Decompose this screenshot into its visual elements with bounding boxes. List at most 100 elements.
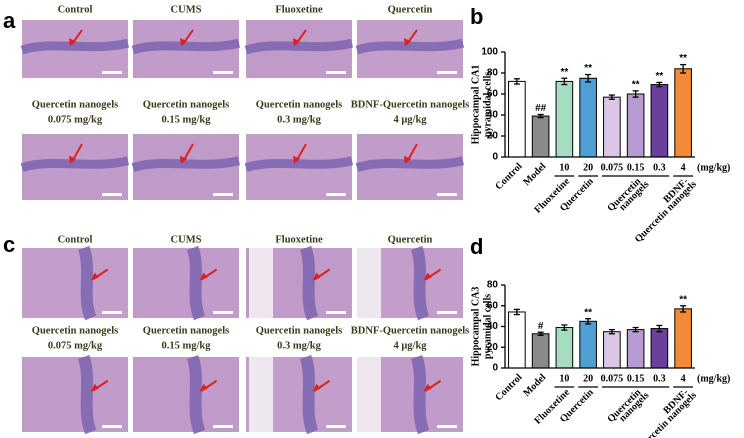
bar — [579, 320, 597, 369]
arrow-head — [404, 38, 411, 47]
scale-bar — [102, 311, 122, 314]
arrow-head — [180, 38, 187, 47]
image-label: Quercetin nanogels — [256, 99, 342, 110]
arrow-head — [180, 155, 187, 164]
significance: ** — [560, 67, 568, 78]
cell-layer — [77, 354, 97, 435]
micrograph — [246, 354, 352, 435]
scale-bar — [213, 193, 233, 196]
cell-layer — [355, 156, 465, 173]
blank-region — [249, 357, 273, 432]
unit-label: (mg/kg) — [697, 162, 730, 173]
cell-layer — [186, 354, 206, 435]
scale-bar — [102, 425, 122, 428]
bar — [674, 68, 692, 158]
micrograph — [20, 134, 130, 200]
cell-layer — [131, 38, 241, 55]
micrograph — [22, 245, 128, 321]
tissue — [133, 248, 239, 318]
scale-bar — [437, 193, 457, 196]
image-label: BDNF-Quercetin nanogels — [351, 325, 470, 336]
arrow-head — [423, 272, 432, 281]
error-bar — [656, 324, 663, 333]
error-bar — [680, 305, 687, 313]
x-tick-label: 20 — [583, 162, 593, 173]
y-axis-label: Hippocampal CA3 — [470, 287, 481, 367]
x-tick-label: Model — [521, 372, 548, 399]
micrograph — [20, 20, 130, 78]
scale-bar — [437, 71, 457, 74]
tissue — [22, 248, 128, 318]
bar — [603, 331, 621, 369]
micrograph — [244, 20, 354, 78]
scale-bar — [437, 311, 457, 314]
arrow-head — [293, 155, 300, 164]
error-bar — [585, 73, 592, 83]
significance: ** — [679, 53, 687, 64]
image-label: 4 μg/kg — [393, 340, 427, 351]
significance: ** — [679, 294, 687, 305]
arrow-head — [199, 383, 208, 392]
y-tick-label: 80 — [487, 68, 499, 79]
cell-layer — [77, 245, 97, 321]
image-label: 0.15 mg/kg — [161, 340, 211, 351]
image-label: Quercetin nanogels — [32, 99, 118, 110]
significance: ** — [632, 79, 640, 90]
panel-letter: d — [470, 234, 483, 259]
error-bar — [513, 78, 520, 85]
image-label: Fluoxetine — [275, 4, 323, 15]
scale-bar — [213, 425, 233, 428]
bar — [674, 308, 692, 369]
significance: # — [538, 321, 544, 332]
scale-bar — [102, 71, 122, 74]
image-label: CUMS — [171, 234, 202, 245]
error-bar — [680, 63, 687, 74]
arrow-head — [293, 38, 300, 47]
micrograph — [357, 245, 463, 321]
scale-bar — [326, 425, 346, 428]
image-label: Quercetin — [388, 4, 433, 15]
micrograph — [131, 20, 241, 78]
significance: ** — [584, 63, 592, 74]
significance: ** — [655, 71, 663, 82]
bar — [555, 80, 574, 158]
significance: ** — [584, 307, 592, 318]
x-tick-label: Control — [493, 161, 524, 192]
micrograph — [244, 134, 354, 200]
error-bar — [632, 326, 639, 333]
y-axis-label: pyramidal cells — [482, 294, 493, 359]
image-label: 0.075 mg/kg — [48, 114, 103, 125]
scale-bar — [326, 193, 346, 196]
bar — [555, 327, 574, 369]
tissue — [22, 357, 128, 432]
unit-label: (mg/kg) — [697, 373, 730, 384]
y-tick-label: 0 — [492, 152, 498, 163]
x-tick-label: 0.15 — [627, 373, 645, 384]
image-label: Quercetin nanogels — [143, 325, 229, 336]
micrograph — [246, 245, 352, 321]
bar — [650, 84, 669, 158]
bar — [508, 80, 526, 158]
image-label: Quercetin nanogels — [256, 325, 342, 336]
bar — [603, 96, 621, 158]
x-tick-label: Model — [521, 161, 548, 188]
y-tick-label: 0 — [492, 363, 498, 374]
blank-region — [249, 248, 273, 318]
scale-bar — [326, 311, 346, 314]
y-tick-label: 60 — [487, 300, 499, 311]
x-tick-label: 4 — [681, 373, 686, 384]
cell-layer — [244, 156, 354, 173]
arrow-head — [404, 155, 411, 164]
arrow-head — [199, 272, 208, 281]
error-bar — [561, 324, 568, 331]
image-label: Control — [58, 234, 93, 245]
y-axis-label: pyramidal cells — [482, 72, 493, 137]
y-tick-label: 60 — [487, 89, 499, 100]
scale-bar — [213, 71, 233, 74]
micrograph — [22, 354, 128, 435]
cell-layer — [186, 245, 206, 321]
image-label: 4 μg/kg — [393, 114, 427, 125]
arrow-head — [423, 383, 432, 392]
error-bar — [656, 81, 663, 88]
